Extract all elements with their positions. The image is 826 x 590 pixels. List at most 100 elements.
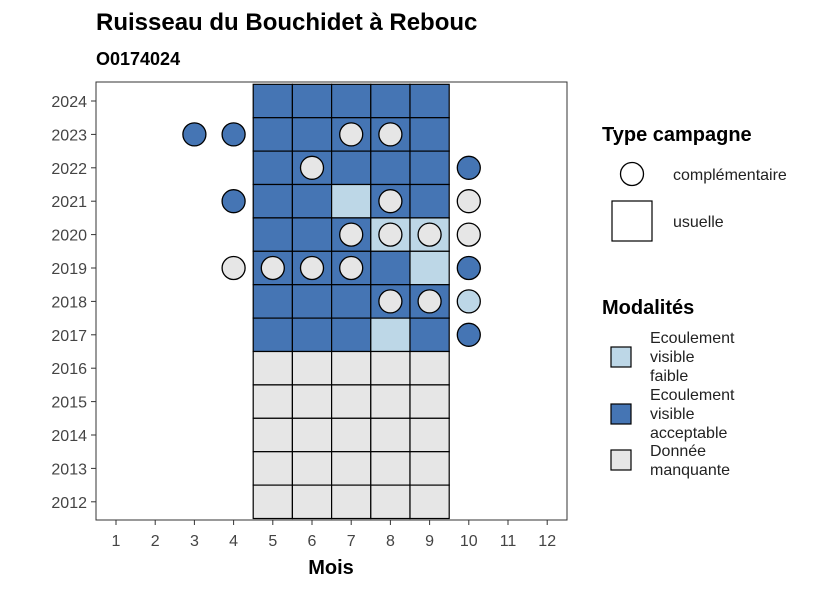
- point-2018-8: [378, 289, 403, 314]
- tile-2018-6: [291, 284, 333, 319]
- x-tick-label-12: 12: [538, 533, 556, 550]
- point-2020-7: [339, 222, 364, 247]
- tile-2017-6: [291, 317, 333, 353]
- tile-2022-9: [409, 150, 450, 186]
- tile-2024-9: [409, 83, 450, 119]
- tile-2013-8: [370, 451, 411, 486]
- x-tick-label-9: 9: [425, 533, 434, 550]
- tile-2021-7: [331, 183, 372, 219]
- tile-2020-6: [291, 217, 333, 252]
- legend-key-manquante: [610, 449, 632, 471]
- y-tick-label-2017: 2017: [51, 328, 87, 345]
- point-2023-3: [182, 122, 207, 147]
- tile-2017-8: [370, 317, 411, 353]
- tile-2014-7: [331, 417, 372, 453]
- y-tick-label-2021: 2021: [51, 194, 87, 211]
- legend-type-title: Type campagne: [602, 124, 752, 146]
- y-tick-label-2024: 2024: [51, 94, 87, 111]
- tile-2013-9: [409, 451, 450, 486]
- point-2023-7: [339, 122, 364, 147]
- tile-2021-6: [291, 183, 333, 219]
- x-tick-label-5: 5: [268, 533, 277, 550]
- tile-2015-9: [409, 384, 450, 419]
- tile-2017-7: [331, 317, 372, 353]
- point-2019-10: [456, 255, 481, 281]
- y-tick-label-2018: 2018: [51, 294, 87, 311]
- x-tick-label-10: 10: [460, 533, 478, 550]
- x-tick-label-4: 4: [229, 533, 238, 550]
- point-2017-10: [456, 322, 481, 347]
- x-tick-label-6: 6: [308, 533, 317, 550]
- tile-2016-7: [331, 350, 372, 386]
- y-tick-label-2020: 2020: [51, 228, 87, 245]
- tile-2016-8: [370, 350, 411, 386]
- tile-2013-7: [331, 451, 372, 486]
- point-2023-8: [378, 122, 403, 147]
- x-axis-title: Mois: [308, 557, 354, 579]
- y-tick-label-2023: 2023: [51, 127, 87, 144]
- x-tick-label-2: 2: [151, 533, 160, 550]
- y-tick-label-2016: 2016: [51, 361, 87, 378]
- tile-2017-9: [409, 317, 450, 353]
- tile-2014-9: [409, 417, 450, 453]
- point-2021-4: [221, 189, 246, 214]
- legend-label-complementaire: complémentaire: [673, 167, 787, 184]
- chart-title: Ruisseau du Bouchidet à Rebouc: [96, 9, 477, 36]
- point-2022-10: [456, 155, 481, 180]
- legend-label-acceptable: Ecoulement visible acceptable: [650, 387, 735, 442]
- legend-key-square: [611, 200, 653, 242]
- x-tick-label-8: 8: [386, 533, 395, 550]
- legend-key-circle: [619, 161, 645, 187]
- point-2021-8: [378, 189, 403, 214]
- tile-2023-9: [409, 117, 450, 152]
- point-2019-5: [260, 255, 285, 281]
- legend-key-faible: [610, 346, 632, 368]
- tile-2018-7: [331, 284, 372, 319]
- tile-2015-7: [331, 384, 372, 419]
- tile-2013-5: [252, 451, 293, 486]
- tile-2023-5: [252, 117, 293, 152]
- tile-2022-5: [252, 150, 293, 186]
- tile-2016-5: [252, 350, 293, 386]
- point-2019-4: [221, 255, 246, 281]
- point-2020-8: [378, 222, 403, 247]
- point-2021-10: [456, 189, 481, 214]
- x-tick-label-1: 1: [112, 533, 121, 550]
- point-2018-9: [417, 289, 442, 314]
- tile-2016-6: [291, 350, 333, 386]
- tile-2014-6: [291, 417, 333, 453]
- y-tick-label-2014: 2014: [51, 428, 87, 445]
- y-tick-label-2019: 2019: [51, 261, 87, 278]
- chart-subtitle: O0174024: [96, 49, 180, 69]
- tile-2012-8: [370, 484, 411, 520]
- legend-label-usuelle: usuelle: [673, 214, 724, 231]
- y-tick-label-2015: 2015: [51, 395, 87, 412]
- tile-2017-5: [252, 317, 293, 353]
- tile-2015-8: [370, 384, 411, 419]
- tile-2012-7: [331, 484, 372, 520]
- tile-2012-6: [291, 484, 333, 520]
- point-2022-6: [299, 155, 325, 180]
- legend-label-manquante: Donnée manquante: [650, 443, 730, 479]
- y-tick-label-2022: 2022: [51, 161, 87, 178]
- point-2020-9: [417, 222, 442, 247]
- tile-2024-5: [252, 83, 293, 119]
- tile-2015-6: [291, 384, 333, 419]
- tile-2014-5: [252, 417, 293, 453]
- tile-2014-8: [370, 417, 411, 453]
- tile-2021-9: [409, 183, 450, 219]
- tile-2016-9: [409, 350, 450, 386]
- tile-2012-5: [252, 484, 293, 520]
- legend-modalites-title: Modalités: [602, 297, 694, 319]
- tile-2019-9: [409, 250, 450, 286]
- point-2023-4: [221, 122, 246, 147]
- legend-label-faible: Ecoulement visible faible: [650, 330, 735, 385]
- tile-2015-5: [252, 384, 293, 419]
- tile-2022-8: [370, 150, 411, 186]
- point-2019-7: [339, 255, 364, 281]
- point-2018-10: [456, 289, 481, 314]
- y-tick-label-2012: 2012: [51, 495, 87, 512]
- tile-2022-7: [331, 150, 372, 186]
- legend-key-acceptable: [610, 403, 632, 425]
